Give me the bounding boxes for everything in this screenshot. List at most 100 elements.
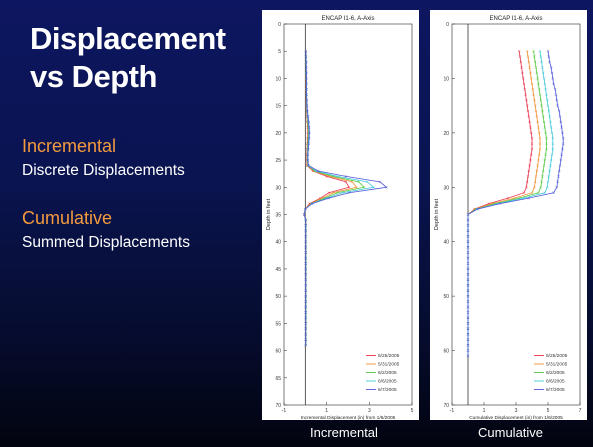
cumulative-point-3: [548, 115, 551, 118]
cumulative-point-2: [537, 191, 540, 195]
incremental-point-3: [372, 186, 375, 189]
cumulative-point-1: [530, 191, 534, 195]
cumulative-point-0: [525, 186, 528, 189]
incremental-point-4: [305, 82, 308, 86]
cumulative-point-3: [546, 180, 550, 184]
cumulative-point-2: [542, 120, 546, 124]
cumulative-point-4: [466, 234, 470, 238]
incremental-xtick-label: -1: [282, 408, 287, 414]
incremental-ytick-label: 30: [275, 185, 281, 191]
cumulative-point-4: [557, 169, 561, 173]
cumulative-legend-label-0: 5/25/2005: [546, 353, 568, 359]
incremental-point-4: [304, 245, 308, 249]
incremental-point-4: [304, 218, 308, 222]
incremental-legend-label-0: 5/25/2005: [378, 353, 400, 359]
incremental-point-4: [304, 229, 308, 233]
cumulative-ytick-label: 50: [443, 294, 449, 300]
cumulative-point-2: [539, 98, 543, 102]
cumulative-point-2: [545, 137, 548, 140]
cumulative-point-3: [551, 137, 555, 140]
incremental-point-4: [304, 311, 308, 314]
incremental-point-4: [304, 273, 308, 276]
cumulative-ytick-label: 60: [443, 349, 449, 355]
cumulative-legend-label-4: 6/7/2005: [546, 387, 565, 393]
incremental-point-4: [304, 322, 308, 325]
cumulative-point-4: [550, 71, 554, 75]
slide-title-line2: vs Depth: [30, 59, 157, 94]
incremental-title: ENCAP I1-6, A-Axis: [322, 16, 375, 22]
cumulative-point-4: [466, 316, 470, 320]
incremental-point-2: [336, 191, 339, 195]
incremental-point-4: [304, 55, 308, 58]
cumulative-point-1: [526, 55, 530, 58]
incremental-point-4: [306, 115, 310, 118]
incremental-ytick-label: 70: [275, 403, 281, 409]
cumulative-point-2: [541, 109, 544, 113]
cumulative-point-4: [555, 98, 559, 102]
cumulative-point-4: [466, 240, 470, 243]
cumulative-point-3: [549, 126, 553, 129]
incremental-point-4: [307, 142, 311, 146]
cumulative-chart: ENCAP I1-6, A-Axis 0 10 20 30 40 50 60 70-1 1 3 5 7 C…: [434, 16, 582, 420]
cumulative-point-4: [466, 213, 470, 216]
cumulative-chart-panel: ENCAP I1-6, A-Axis 0 10 20 30 40 50 60 70 -1 1 3 5 7 C…: [430, 10, 587, 420]
cumulative-point-4: [466, 327, 470, 331]
cumulative-point-0: [518, 55, 522, 58]
cumulative-point-2: [545, 147, 548, 151]
cumulative-point-1: [535, 169, 539, 173]
incremental-point-4: [306, 109, 309, 113]
incremental-ytick-label: 5: [278, 49, 281, 55]
cumulative-point-0: [521, 71, 524, 75]
cumulative-point-4: [556, 180, 559, 184]
cumulative-point-0: [523, 88, 527, 91]
cumulative-point-3: [541, 71, 545, 75]
cumulative-point-2: [533, 55, 536, 58]
cumulative-point-4: [466, 256, 470, 260]
cumulative-ytick-label: 10: [443, 76, 449, 82]
cumulative-point-0: [529, 153, 533, 156]
cumulative-point-2: [540, 104, 543, 107]
cumulative-point-4: [557, 175, 560, 178]
cumulative-point-3: [550, 131, 554, 135]
cumulative-point-4: [466, 283, 470, 287]
incremental-point-4: [307, 137, 311, 140]
cumulative-point-4: [466, 311, 470, 314]
cumulative-point-3: [545, 98, 549, 102]
cumulative-point-0: [517, 49, 521, 53]
cumulative-point-2: [536, 77, 539, 80]
incremental-point-4: [302, 213, 306, 216]
cumulative-point-2: [544, 153, 547, 156]
cumulative-point-4: [466, 294, 470, 298]
cumulative-point-4: [553, 88, 557, 91]
cumulative-point-1: [532, 93, 535, 97]
incremental-point-4: [304, 49, 308, 53]
cumulative-point-4: [558, 115, 562, 118]
incremental-point-0: [327, 191, 331, 195]
cumulative-point-1: [533, 104, 537, 107]
cumulative-point-2: [537, 82, 540, 86]
cumulative-point-0: [527, 115, 531, 118]
cumulative-point-1: [538, 137, 542, 140]
incremental-point-4: [307, 126, 311, 129]
cumulative-series-line-4: [467, 51, 564, 357]
cumulative-point-3: [549, 158, 553, 162]
incremental-ytick-label: 0: [278, 22, 281, 28]
cumulative-ytick-label: 30: [443, 185, 449, 191]
cumulative-point-4: [466, 262, 470, 265]
cumulative-point-1: [536, 120, 539, 124]
cumulative-point-3: [542, 77, 546, 80]
incremental-point-4: [304, 343, 308, 347]
cumulative-point-0: [528, 120, 531, 124]
cumulative-ytick-label: 70: [443, 403, 449, 409]
incremental-point-4: [385, 186, 388, 189]
incremental-legend-label-2: 6/2/2005: [378, 370, 397, 376]
cumulative-point-2: [532, 49, 535, 53]
cumulative-point-4: [558, 164, 562, 167]
cumulative-point-1: [538, 142, 542, 146]
cumulative-point-1: [537, 131, 541, 135]
cumulative-point-4: [560, 153, 563, 156]
cumulative-point-2: [541, 175, 544, 178]
cumulative-point-2: [541, 169, 545, 173]
incremental-series-line-2: [303, 51, 365, 346]
cumulative-point-4: [552, 82, 555, 86]
